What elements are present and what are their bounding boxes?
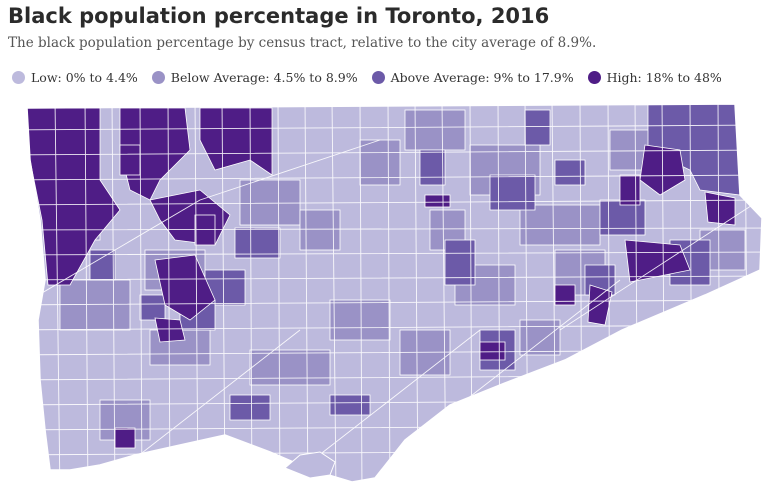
legend-item-low: Low: 0% to 4.4%: [12, 70, 138, 85]
toronto-islands: [284, 451, 336, 479]
legend-swatch-below-average: [151, 71, 165, 84]
legend-swatch-low: [12, 71, 25, 84]
legend-label-below-average: Below Average: 4.5% to 8.9%: [170, 70, 358, 85]
legend-label-above-average: Above Average: 9% to 17.9%: [390, 70, 574, 85]
tracts-below-average: [59, 109, 746, 441]
tract-boundaries: [27, 104, 762, 482]
legend-swatch-above-average: [371, 71, 385, 84]
choropleth-map[interactable]: [0, 100, 772, 495]
legend-swatch-high: [587, 71, 601, 84]
legend-item-below-average: Below Average: 4.5% to 8.9%: [151, 70, 358, 85]
map-svg: [26, 103, 763, 483]
legend-label-low: Low: 0% to 4.4%: [31, 70, 138, 85]
legend-item-above-average: Above Average: 9% to 17.9%: [371, 70, 574, 85]
census-tracts: [27, 104, 762, 482]
map-title: Black population percentage in Toronto, …: [8, 4, 550, 28]
map-subtitle: The black population percentage by censu…: [8, 35, 597, 51]
legend-label-high: High: 18% to 48%: [606, 70, 722, 85]
legend-item-high: High: 18% to 48%: [587, 70, 722, 85]
legend: Low: 0% to 4.4% Below Average: 4.5% to 8…: [12, 70, 736, 85]
city-boundary: [26, 103, 763, 483]
